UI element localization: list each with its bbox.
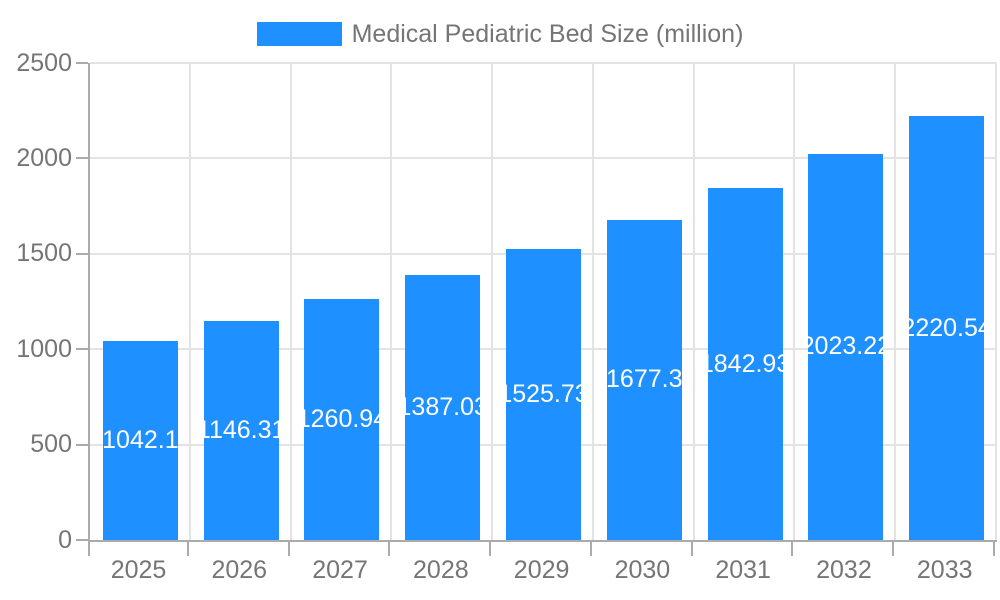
y-tick-label-2500: 2500 bbox=[16, 48, 72, 77]
gridline-y-2500 bbox=[90, 62, 997, 64]
bar-2028[interactable]: 1387.03 bbox=[405, 275, 481, 540]
y-tick-label-0: 0 bbox=[58, 525, 72, 554]
bar-2031[interactable]: 1842.93 bbox=[707, 188, 783, 540]
y-tick-mark bbox=[76, 348, 88, 351]
x-tick-label-2033: 2033 bbox=[916, 556, 973, 584]
x-tick-mark bbox=[288, 542, 290, 556]
x-tick-label-2031: 2031 bbox=[715, 556, 771, 584]
y-tick-mark bbox=[76, 157, 88, 160]
x-tick-mark bbox=[691, 542, 693, 556]
bar-value-label: 1042.1 bbox=[102, 426, 178, 455]
gridline-x-boundary-4 bbox=[491, 63, 493, 540]
x-tick-label-2032: 2032 bbox=[816, 556, 872, 584]
gridline-x-boundary-7 bbox=[793, 63, 795, 540]
x-tick-mark bbox=[892, 542, 894, 556]
y-tick-label-1500: 1500 bbox=[16, 239, 72, 268]
x-tick-mark bbox=[489, 542, 491, 556]
bar-2032[interactable]: 2023.22 bbox=[808, 153, 884, 540]
bar-value-label: 2023.22 bbox=[808, 332, 883, 361]
bar-value-label: 1842.93 bbox=[708, 349, 783, 378]
y-tick-mark bbox=[76, 252, 88, 255]
legend-label: Medical Pediatric Bed Size (million) bbox=[351, 20, 744, 48]
gridline-x-boundary-2 bbox=[290, 63, 292, 540]
x-tick-label-2027: 2027 bbox=[312, 556, 368, 584]
bar-value-label: 1677.3 bbox=[606, 365, 682, 394]
bar-2029[interactable]: 1525.73 bbox=[506, 248, 581, 540]
y-tick-label-1000: 1000 bbox=[16, 334, 72, 363]
x-tick-label-2028: 2028 bbox=[413, 556, 469, 584]
gridline-x-boundary-1 bbox=[189, 63, 191, 540]
gridline-x-boundary-5 bbox=[592, 63, 594, 540]
y-tick-label-2000: 2000 bbox=[16, 143, 72, 172]
y-tick-mark bbox=[76, 443, 88, 446]
x-tick-mark bbox=[388, 542, 390, 556]
legend[interactable]: Medical Pediatric Bed Size (million) bbox=[0, 21, 1000, 47]
bar-2030[interactable]: 1677.3 bbox=[606, 219, 682, 540]
y-tick-mark bbox=[76, 62, 88, 64]
x-tick-mark bbox=[993, 542, 995, 556]
x-tick-label-2029: 2029 bbox=[513, 556, 570, 584]
gridline-x-boundary-9 bbox=[995, 63, 997, 540]
gridline-x-boundary-6 bbox=[693, 63, 695, 540]
gridline-y-2000 bbox=[90, 157, 997, 160]
x-tick-label-2030: 2030 bbox=[614, 556, 671, 584]
gridline-x-boundary-8 bbox=[894, 63, 896, 540]
x-tick-mark bbox=[590, 542, 592, 556]
bar-2025[interactable]: 1042.1 bbox=[102, 341, 178, 540]
bar-value-label: 1525.73 bbox=[506, 379, 581, 408]
legend-swatch-icon bbox=[256, 22, 342, 46]
x-tick-label-2026: 2026 bbox=[211, 556, 268, 584]
x-tick-label-2025: 2025 bbox=[110, 556, 167, 584]
gridline-x-boundary-3 bbox=[390, 63, 392, 540]
y-tick-mark bbox=[76, 539, 88, 541]
bar-value-label: 1387.03 bbox=[405, 393, 480, 422]
x-tick-mark bbox=[187, 542, 189, 556]
y-tick-label-500: 500 bbox=[30, 430, 72, 459]
x-tick-mark bbox=[791, 542, 793, 556]
x-tick-mark bbox=[88, 542, 90, 556]
